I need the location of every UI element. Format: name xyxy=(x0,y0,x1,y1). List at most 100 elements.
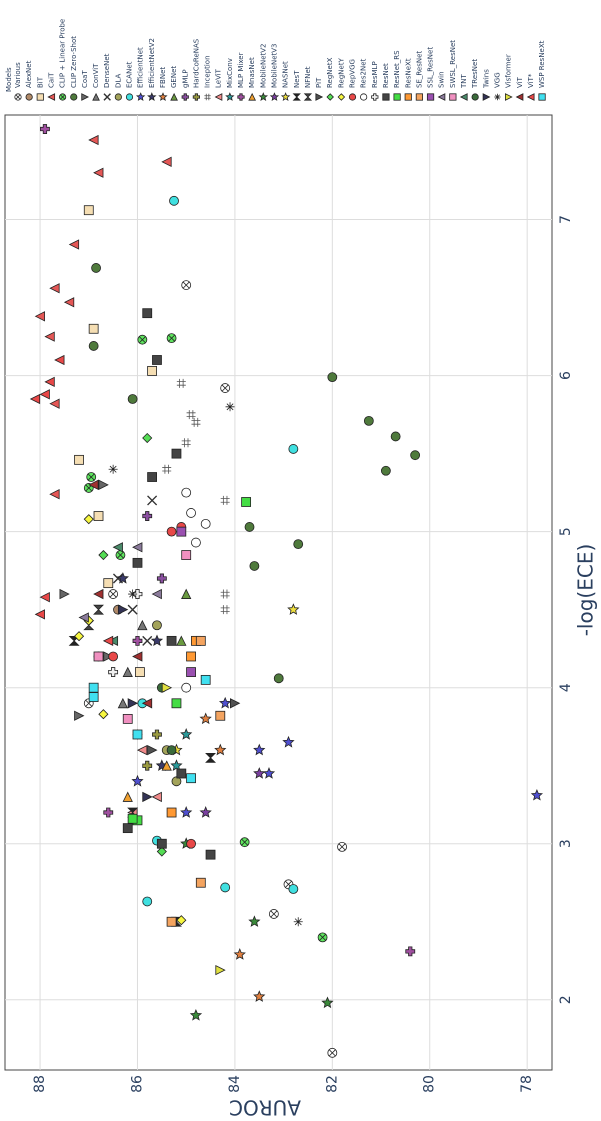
marker xyxy=(93,167,104,178)
marker xyxy=(63,297,75,308)
marker xyxy=(88,341,99,351)
legend-label: MLP Mixer xyxy=(237,52,245,88)
marker xyxy=(215,710,226,721)
y-tick-label: 78 xyxy=(519,1075,535,1093)
marker xyxy=(459,93,468,101)
marker xyxy=(142,308,153,319)
marker xyxy=(381,465,391,476)
marker xyxy=(171,698,182,709)
y-tick-label: 80 xyxy=(422,1075,438,1093)
legend-label: NFNet xyxy=(304,66,312,88)
marker xyxy=(142,791,153,803)
legend-label: MnasNet xyxy=(248,57,256,88)
marker xyxy=(25,93,33,101)
marker xyxy=(199,712,212,725)
legend-label: RepVGG xyxy=(349,59,357,88)
legend-label: EfficientNet xyxy=(137,47,145,88)
marker xyxy=(415,93,424,101)
legend-label: CLIP + Linear Probe xyxy=(59,19,67,88)
marker xyxy=(303,93,313,101)
marker xyxy=(390,431,401,442)
marker xyxy=(34,609,45,620)
marker xyxy=(142,896,153,907)
marker xyxy=(360,93,368,101)
marker xyxy=(147,92,157,101)
marker xyxy=(218,696,232,709)
marker xyxy=(136,92,146,101)
marker xyxy=(49,283,60,294)
marker xyxy=(117,697,129,709)
marker-detail xyxy=(221,384,229,392)
marker xyxy=(348,93,357,101)
marker xyxy=(166,635,177,646)
marker xyxy=(530,788,543,801)
marker xyxy=(171,448,182,459)
legend-label: DenseNet xyxy=(103,53,111,88)
marker xyxy=(70,93,78,101)
legend-label: RegNetY xyxy=(337,57,345,88)
marker xyxy=(98,549,109,561)
marker-detail xyxy=(328,1049,336,1057)
marker xyxy=(54,354,65,366)
legend-label: VGG xyxy=(493,72,501,88)
marker-detail xyxy=(60,94,66,100)
marker xyxy=(131,774,144,787)
x-tick-label: 5 xyxy=(558,527,574,536)
marker xyxy=(108,464,118,474)
marker xyxy=(215,964,226,976)
marker xyxy=(122,666,133,677)
marker xyxy=(137,619,148,631)
legend-label: gMLP xyxy=(181,69,189,88)
marker xyxy=(181,682,192,693)
marker xyxy=(83,514,94,525)
plot-area xyxy=(4,114,553,1071)
legend-label: ResNet_RS xyxy=(393,50,401,88)
marker xyxy=(292,93,301,101)
marker xyxy=(393,93,401,101)
marker-detail xyxy=(182,281,190,289)
marker xyxy=(195,877,206,888)
marker xyxy=(192,93,200,101)
marker-detail xyxy=(138,336,146,344)
marker xyxy=(92,92,100,101)
marker xyxy=(220,495,230,505)
marker xyxy=(248,915,261,927)
y-tick-label: 86 xyxy=(129,1075,145,1093)
marker xyxy=(73,631,85,642)
legend-label: ResMLP xyxy=(371,61,379,88)
x-tick-label: 2 xyxy=(558,995,574,1004)
marker xyxy=(262,767,276,779)
marker xyxy=(122,791,133,802)
y-tick-label: 82 xyxy=(324,1075,340,1093)
marker xyxy=(161,682,173,693)
x-axis-label: -log(ECE) xyxy=(574,544,598,637)
marker xyxy=(244,522,255,532)
marker xyxy=(88,479,99,490)
marker xyxy=(249,561,260,571)
points xyxy=(29,124,543,1058)
x-tick-label: 7 xyxy=(558,215,574,224)
marker xyxy=(112,542,123,553)
marker xyxy=(44,376,55,387)
marker xyxy=(526,93,535,101)
marker xyxy=(181,588,192,599)
marker xyxy=(40,124,50,134)
marker xyxy=(204,93,211,101)
marker xyxy=(258,92,269,101)
marker xyxy=(127,394,138,404)
legend-label: TNT xyxy=(460,73,468,89)
legend-label: HardCoReNAS xyxy=(192,38,200,88)
marker xyxy=(122,713,133,724)
marker xyxy=(176,768,187,779)
legend-label: PiT xyxy=(315,77,323,88)
marker xyxy=(147,472,158,482)
marker xyxy=(327,372,338,383)
y-axis-label: AUROC xyxy=(229,1096,301,1120)
marker xyxy=(152,355,162,365)
marker xyxy=(186,667,196,677)
marker xyxy=(93,604,104,615)
marker xyxy=(141,698,153,709)
marker xyxy=(181,93,189,101)
marker xyxy=(253,767,266,779)
marker xyxy=(83,205,94,216)
